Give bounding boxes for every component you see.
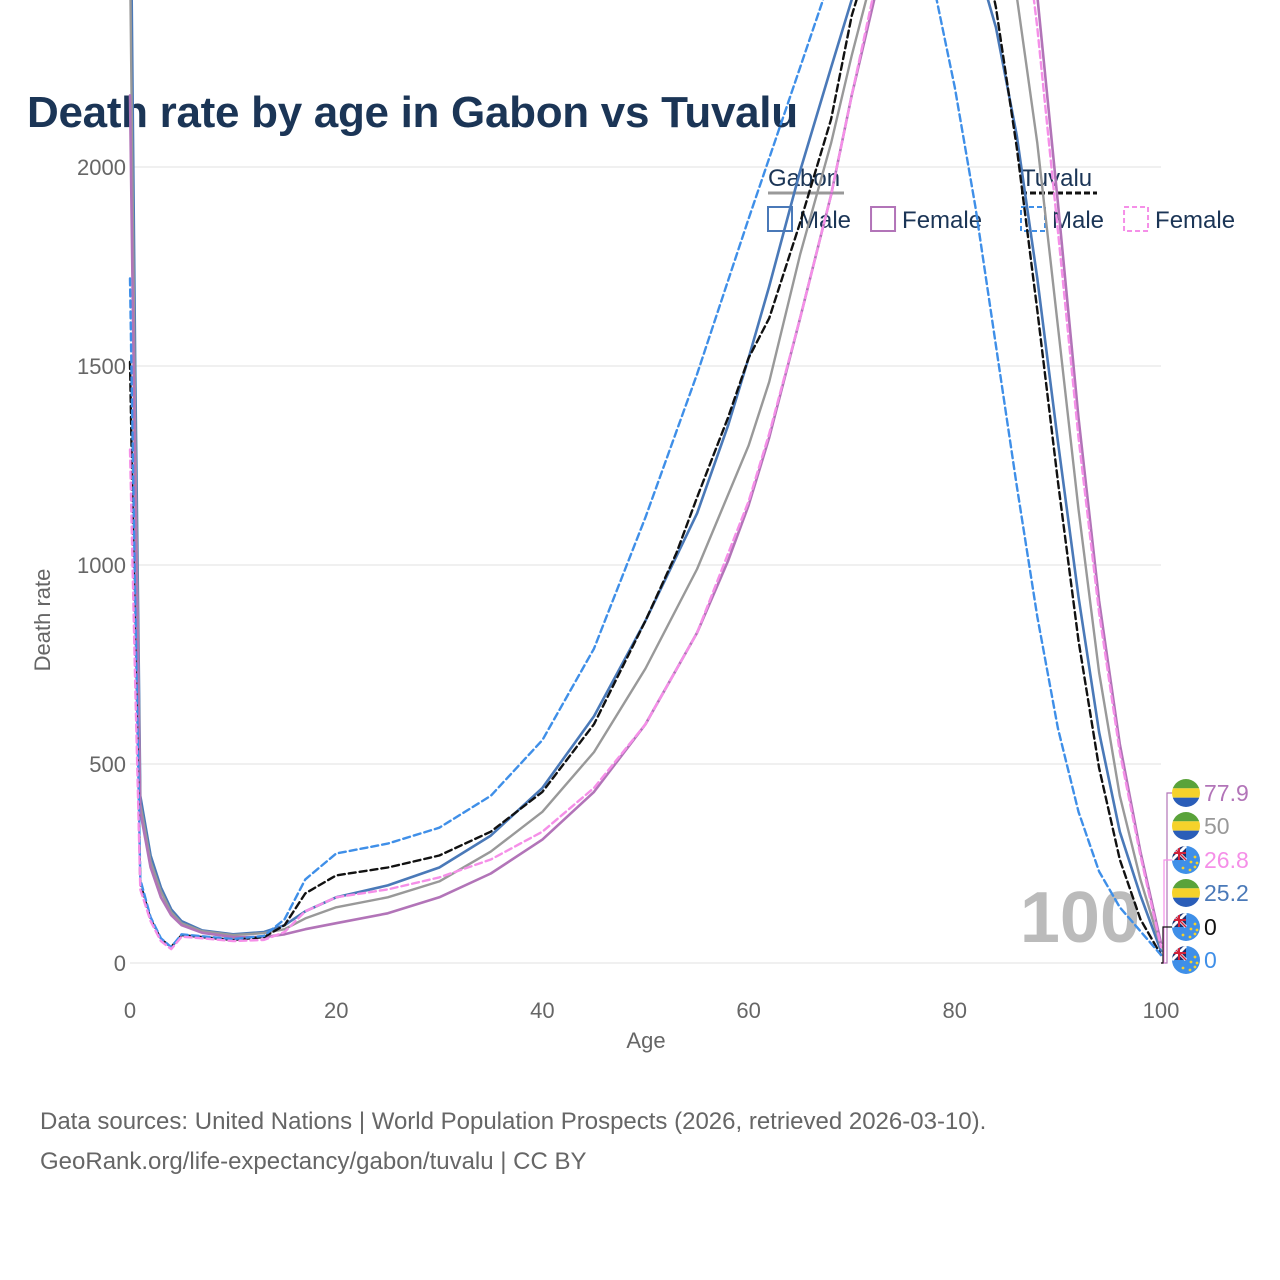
- series-line-tuvalu-male: [128, 0, 1163, 957]
- chart-title: Death rate by age in Gabon vs Tuvalu: [27, 88, 798, 137]
- series-line-gabon-female: [128, 0, 1163, 945]
- legend-label[interactable]: Female: [1155, 207, 1235, 234]
- end-label-value: 77.9: [1204, 780, 1249, 806]
- end-label-value: 26.8: [1204, 847, 1249, 873]
- x-tick-label: 0: [124, 998, 136, 1023]
- gabon-flag-icon: [1172, 879, 1200, 907]
- grid-lines: [130, 166, 1161, 964]
- x-tick-label: 40: [530, 998, 554, 1023]
- gabon-flag-icon: [1172, 779, 1200, 807]
- y-tick-label: 2000: [77, 155, 126, 180]
- x-axis-title: Age: [626, 1028, 665, 1053]
- legend-swatch[interactable]: [767, 206, 793, 232]
- x-tick-label: 60: [736, 998, 760, 1023]
- legend-swatch[interactable]: [1123, 206, 1150, 232]
- y-tick-label: 500: [89, 752, 126, 777]
- series-line-tuvalu-female: [128, 0, 1163, 951]
- x-tick-label: 80: [943, 998, 967, 1023]
- y-tick-label: 1500: [77, 354, 126, 379]
- y-tick-label: 0: [114, 951, 126, 976]
- x-tick-label: 20: [324, 998, 348, 1023]
- y-axis-title: Death rate: [30, 569, 55, 672]
- end-label-value: 50: [1204, 813, 1230, 839]
- legend-label[interactable]: Female: [902, 207, 982, 234]
- series-lines: [128, 0, 1163, 957]
- age-watermark: 100: [1020, 878, 1140, 958]
- source-url: GeoRank.org/life-expectancy/gabon/tuvalu…: [40, 1148, 587, 1175]
- y-tick-label: 1000: [77, 553, 126, 578]
- legend-swatch[interactable]: [870, 206, 897, 232]
- x-tick-label: 100: [1143, 998, 1180, 1023]
- tuvalu-flag-icon: [1172, 913, 1200, 941]
- legend-group-title: Gabon: [768, 165, 840, 192]
- label-connector: [1161, 926, 1172, 964]
- x-axis-ticks: 0 20 40 60 80 100: [124, 998, 1179, 1023]
- end-label-value: 25.2: [1204, 880, 1249, 906]
- source-line: Data sources: United Nations | World Pop…: [40, 1108, 987, 1135]
- end-labels: 77.9 50 26.8 25.2 0 0: [1161, 779, 1249, 974]
- end-label-value: 0: [1204, 947, 1217, 973]
- y-axis-ticks: 050010001500200025003000: [77, 155, 126, 976]
- series-line-gabon-both: [129, 0, 1163, 949]
- series-line-gabon-male: [130, 0, 1163, 953]
- tuvalu-flag-icon: [1172, 946, 1200, 974]
- tuvalu-flag-icon: [1172, 846, 1200, 874]
- end-label-value: 0: [1204, 914, 1217, 940]
- gabon-flag-icon: [1172, 812, 1200, 840]
- series-line-tuvalu-both: [128, 0, 1163, 957]
